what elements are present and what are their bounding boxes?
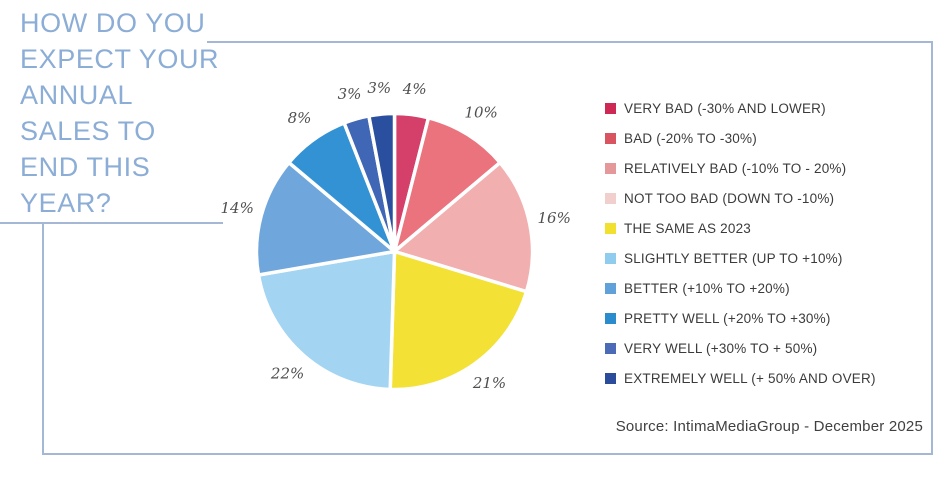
title-line: SALES TO — [20, 116, 156, 146]
legend-label: BAD (-20% TO -30%) — [624, 130, 757, 146]
legend-item: NOT TOO BAD (DOWN TO -10%) — [605, 183, 876, 213]
legend-label: RELATIVELY BAD (-10% TO - 20%) — [624, 160, 847, 176]
pie-slice — [392, 160, 535, 294]
title-line: HOW DO YOU — [20, 8, 206, 38]
legend-item: EXTREMELY WELL (+ 50% AND OVER) — [605, 363, 876, 393]
legend-swatch — [605, 312, 616, 324]
slice-value-label: 4% — [402, 80, 427, 98]
pie-slice — [388, 249, 529, 392]
title-underline — [0, 222, 223, 224]
slice-value-label: 21% — [472, 374, 506, 392]
legend-item: PRETTY WELL (+20% TO +30%) — [605, 303, 876, 333]
source-text: Source: IntimaMediaGroup - December 2025 — [615, 418, 923, 435]
frame-right-border — [931, 41, 933, 455]
title-line: ANNUAL — [20, 80, 134, 110]
slice-value-label: 16% — [538, 209, 571, 227]
slice-value-label: 14% — [221, 199, 254, 217]
slice-value-label: 10% — [464, 103, 497, 121]
pie-slice — [254, 160, 397, 277]
legend-label: NOT TOO BAD (DOWN TO -10%) — [624, 190, 835, 206]
legend-label: PRETTY WELL (+20% TO +30%) — [624, 310, 831, 326]
frame-top-border — [207, 41, 933, 43]
pie-chart: 4% 10% 16% 21% 22% 14% 8% 3% 3% — [221, 79, 571, 392]
legend-label: BETTER (+10% TO +20%) — [624, 280, 790, 296]
title-line: END THIS — [20, 152, 151, 182]
legend-swatch — [605, 162, 616, 174]
legend-swatch — [605, 222, 616, 234]
frame-bottom-border — [42, 453, 933, 455]
legend-label: EXTREMELY WELL (+ 50% AND OVER) — [624, 370, 876, 386]
legend-label: THE SAME AS 2023 — [624, 220, 752, 236]
legend: VERY BAD (-30% AND LOWER) BAD (-20% TO -3… — [605, 93, 876, 393]
legend-swatch — [605, 342, 616, 354]
legend-swatch — [605, 132, 616, 144]
slice-value-label: 22% — [270, 365, 304, 383]
chart-title: HOW DO YOU EXPECT YOUR ANNUAL SALES TO E… — [20, 5, 219, 221]
legend-item: BETTER (+10% TO +20%) — [605, 273, 876, 303]
pie-slice — [256, 249, 397, 392]
legend-label: SLIGHTLY BETTER (UP TO +10%) — [624, 250, 843, 266]
title-line: EXPECT YOUR — [20, 44, 220, 74]
slice-value-label: 3% — [338, 85, 362, 103]
legend-item: SLIGHTLY BETTER (UP TO +10%) — [605, 243, 876, 273]
legend-label: VERY WELL (+30% TO + 50%) — [624, 340, 818, 356]
slice-value-label: 3% — [367, 79, 391, 97]
legend-swatch — [605, 192, 616, 204]
legend-swatch — [605, 372, 616, 384]
legend-item: THE SAME AS 2023 — [605, 213, 876, 243]
legend-swatch — [605, 282, 616, 294]
title-line: YEAR? — [20, 188, 112, 218]
legend-label: VERY BAD (-30% AND LOWER) — [624, 100, 826, 116]
pie-slice — [367, 111, 397, 254]
legend-item: RELATIVELY BAD (-10% TO - 20%) — [605, 153, 876, 183]
legend-item: VERY BAD (-30% AND LOWER) — [605, 93, 876, 123]
frame-left-border — [42, 222, 44, 455]
legend-item: VERY WELL (+30% TO + 50%) — [605, 333, 876, 363]
slice-value-label: 8% — [288, 109, 312, 127]
legend-swatch — [605, 102, 616, 114]
legend-swatch — [605, 252, 616, 264]
legend-item: BAD (-20% TO -30%) — [605, 123, 876, 153]
